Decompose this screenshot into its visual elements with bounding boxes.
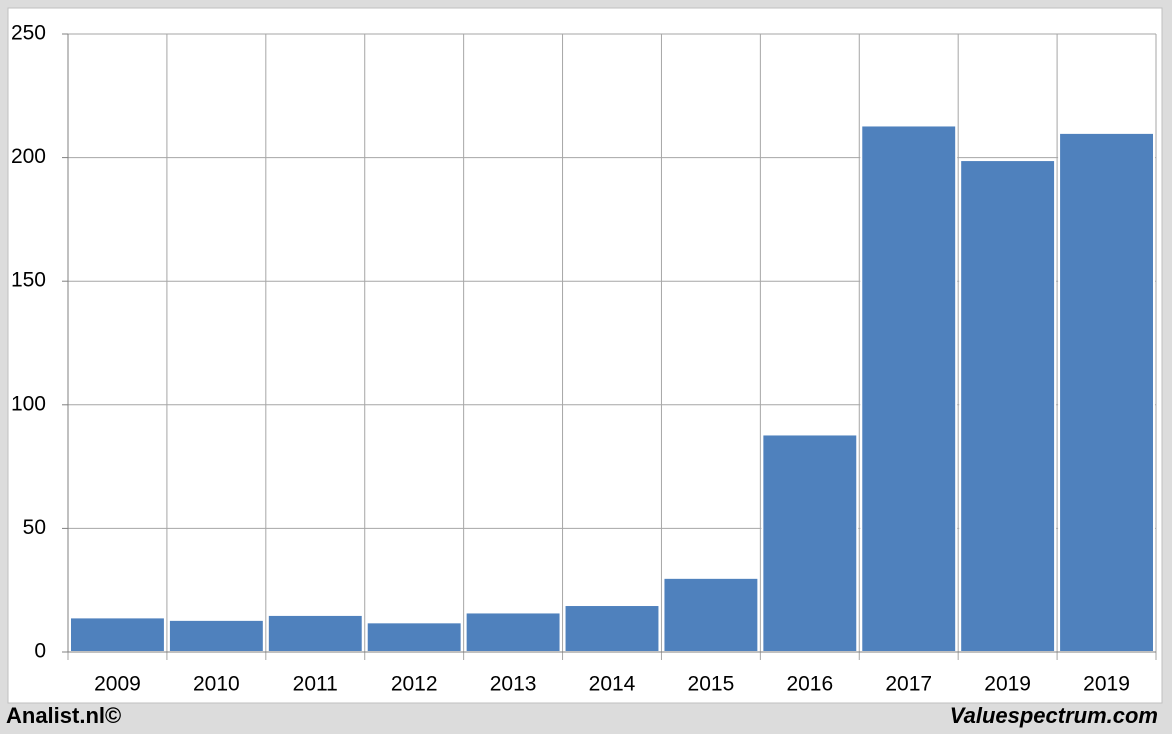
y-tick-label: 100 [11, 392, 46, 415]
x-tick-label: 2011 [293, 673, 338, 696]
y-tick-label: 150 [11, 269, 46, 292]
bar [69, 616, 166, 654]
x-tick-label: 2010 [193, 673, 240, 696]
footer-right: Valuespectrum.com [950, 703, 1158, 728]
bar [563, 604, 661, 653]
bar [365, 621, 463, 653]
bar [662, 576, 760, 654]
x-tick-label: 2019 [984, 673, 1031, 696]
x-tick-label: 2015 [688, 673, 735, 696]
bar [464, 611, 562, 653]
y-tick-label: 250 [11, 22, 46, 45]
bar [959, 159, 1057, 654]
x-tick-label: 2012 [391, 673, 438, 696]
y-tick-label: 200 [11, 145, 46, 168]
x-tick-label: 2016 [786, 673, 833, 696]
x-tick-label: 2013 [490, 673, 537, 696]
x-tick-label: 2019 [1083, 673, 1130, 696]
x-tick-label: 2017 [885, 673, 932, 696]
footer-left: Analist.nl© [6, 703, 121, 728]
bar [1058, 131, 1156, 653]
x-tick-label: 2014 [589, 673, 636, 696]
bar [761, 433, 859, 653]
y-tick-label: 50 [23, 516, 46, 539]
y-tick-label: 0 [34, 640, 46, 663]
bar [167, 618, 265, 654]
x-tick-label: 2009 [94, 673, 141, 696]
bar [266, 613, 364, 653]
bar [860, 124, 958, 654]
